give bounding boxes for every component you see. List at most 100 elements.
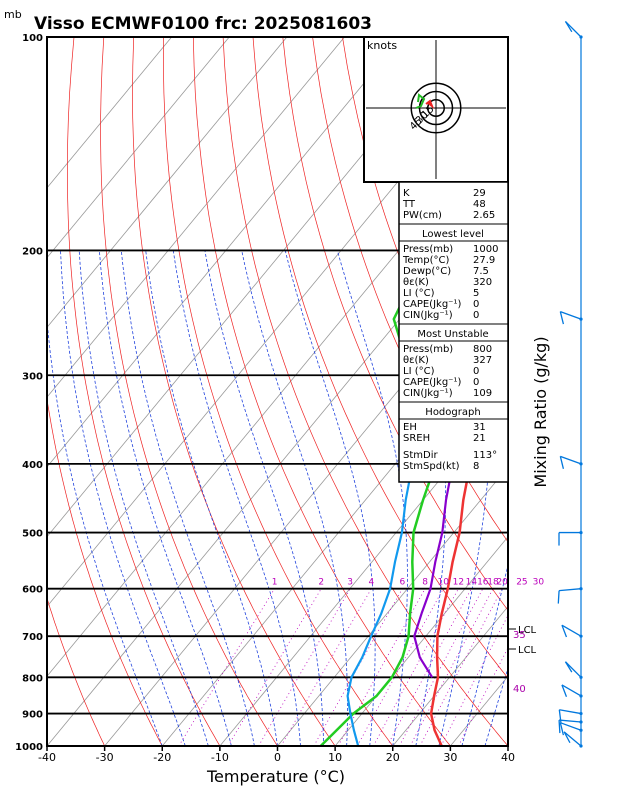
moist-adiabat-line bbox=[78, 250, 209, 746]
index-label: CAPE(Jkg⁻¹) bbox=[403, 299, 461, 310]
mixing-ratio-line bbox=[356, 588, 444, 746]
dry-adiabat-line bbox=[47, 597, 105, 746]
x-tick-label: -40 bbox=[38, 751, 56, 764]
index-value: 5 bbox=[473, 288, 479, 299]
index-label: Dewp(°C) bbox=[403, 266, 451, 277]
index-label: TT bbox=[402, 199, 416, 210]
hodograph-trace bbox=[415, 93, 426, 109]
wind-barb-staff bbox=[559, 588, 582, 592]
wind-barb-flag bbox=[558, 720, 561, 734]
index-label: θε(K) bbox=[403, 355, 429, 366]
wind-barb-dot bbox=[579, 35, 583, 39]
index-value: 109 bbox=[473, 388, 492, 399]
index-label: StmDir bbox=[403, 450, 438, 461]
x-tick-label: 20 bbox=[386, 751, 400, 764]
index-value: 27.9 bbox=[473, 255, 495, 266]
mixing-ratio-line bbox=[280, 588, 372, 746]
index-label: StmSpd(kt) bbox=[403, 461, 460, 472]
mixing-ratio-label: 4 bbox=[368, 578, 374, 588]
wind-barb-staff bbox=[560, 722, 582, 731]
table-section-header: Most Unstable bbox=[417, 329, 488, 340]
dry-adiabat-line bbox=[252, 37, 508, 679]
index-value: 320 bbox=[473, 277, 492, 288]
wind-barb-staff bbox=[559, 719, 582, 723]
isotherm-line bbox=[47, 37, 230, 259]
dry-adiabat-line bbox=[163, 37, 394, 746]
isotherm-line bbox=[47, 37, 461, 538]
pressure-tick-label: 1000 bbox=[15, 742, 43, 753]
x-tick-label: 40 bbox=[501, 751, 515, 764]
index-label: Press(mb) bbox=[403, 344, 453, 355]
table-section-header: Lowest level bbox=[422, 229, 484, 240]
mixing-ratio-label: 2 bbox=[318, 578, 324, 588]
index-label: CIN(Jkg⁻¹) bbox=[403, 388, 453, 399]
temperature-trace bbox=[429, 360, 508, 746]
dry-adiabat-line bbox=[100, 37, 278, 746]
wind-barb-flag bbox=[564, 21, 573, 33]
index-label: K bbox=[403, 188, 410, 199]
pressure-tick-label: 600 bbox=[22, 585, 43, 596]
mixing-ratio-label: 14 bbox=[466, 578, 478, 588]
pressure-tick-label: 500 bbox=[22, 529, 43, 540]
dry-adiabat-line bbox=[67, 37, 221, 746]
dry-adiabat-line bbox=[551, 37, 618, 746]
wind-barb-flag bbox=[561, 624, 568, 638]
dry-adiabat-line bbox=[222, 37, 508, 746]
moist-adiabat-line bbox=[284, 250, 376, 746]
index-value: 7.5 bbox=[473, 266, 489, 277]
dry-adiabat-line bbox=[491, 37, 508, 90]
moist-adiabat-line bbox=[241, 250, 348, 746]
isotherm-line bbox=[104, 257, 508, 746]
wind-barb-dot bbox=[579, 694, 583, 698]
index-label: EH bbox=[403, 422, 417, 433]
mixing-ratio-line bbox=[337, 588, 426, 746]
mixing-ratio-line bbox=[258, 588, 351, 746]
dewpoint-trace bbox=[319, 37, 462, 746]
index-label: Press(mb) bbox=[403, 244, 453, 255]
mixing-ratio-label: 1 bbox=[272, 578, 278, 588]
index-label: Temp(°C) bbox=[402, 255, 450, 266]
wind-barb-staff bbox=[560, 455, 582, 465]
index-value: 0 bbox=[473, 377, 479, 388]
mixing-ratio-label: 6 bbox=[399, 578, 405, 588]
x-tick-label: -20 bbox=[153, 751, 171, 764]
pressure-tick-label: 400 bbox=[22, 460, 43, 471]
mixing-ratio-label: 10 bbox=[438, 578, 450, 588]
dry-adiabat-line bbox=[312, 37, 508, 543]
index-value: 2.65 bbox=[473, 210, 495, 221]
dry-adiabat-line bbox=[282, 37, 508, 611]
isotherm-line bbox=[334, 536, 508, 746]
index-label: LI (°C) bbox=[403, 366, 435, 377]
wind-barb-flag bbox=[559, 456, 565, 469]
wind-barb-dot bbox=[579, 711, 583, 716]
mixing-ratio-label: 3 bbox=[347, 578, 353, 588]
index-value: 0 bbox=[473, 299, 479, 310]
mixing-ratio-line bbox=[458, 646, 508, 746]
wind-barb-flag bbox=[563, 731, 571, 744]
index-value: 0 bbox=[473, 310, 479, 321]
pressure-tick-label: 700 bbox=[22, 632, 43, 643]
mixing-ratio-label: 18 bbox=[487, 578, 499, 588]
wind-barb-staff bbox=[563, 731, 582, 747]
index-value: 113° bbox=[473, 450, 497, 461]
wind-barb-flag bbox=[564, 661, 573, 673]
index-value: 8 bbox=[473, 461, 479, 472]
wind-barb-staff bbox=[561, 684, 582, 697]
hodograph-unit: knots bbox=[367, 39, 397, 52]
isotherm-line bbox=[392, 605, 508, 746]
table-section-header: Hodograph bbox=[425, 407, 480, 418]
pressure-tick-label: 100 bbox=[22, 33, 43, 44]
pressure-unit: mb bbox=[4, 8, 22, 21]
wind-barb-staff bbox=[564, 20, 582, 38]
wind-barb-dot bbox=[579, 634, 583, 638]
index-value: 29 bbox=[473, 188, 486, 199]
index-value: 327 bbox=[473, 355, 492, 366]
wind-barb-flag bbox=[561, 684, 568, 697]
moist-adiabat-line bbox=[145, 250, 278, 746]
x-tick-label: -30 bbox=[96, 751, 114, 764]
mixing-ratio-line bbox=[409, 588, 494, 746]
isotherm-line bbox=[47, 37, 288, 329]
index-value: 21 bbox=[473, 433, 486, 444]
annotation-label: 40 bbox=[513, 684, 526, 695]
annotation-label: 35 bbox=[513, 630, 526, 641]
